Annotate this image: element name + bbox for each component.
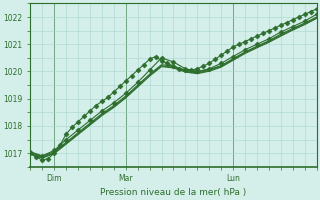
X-axis label: Pression niveau de la mer( hPa ): Pression niveau de la mer( hPa ) <box>100 188 247 197</box>
